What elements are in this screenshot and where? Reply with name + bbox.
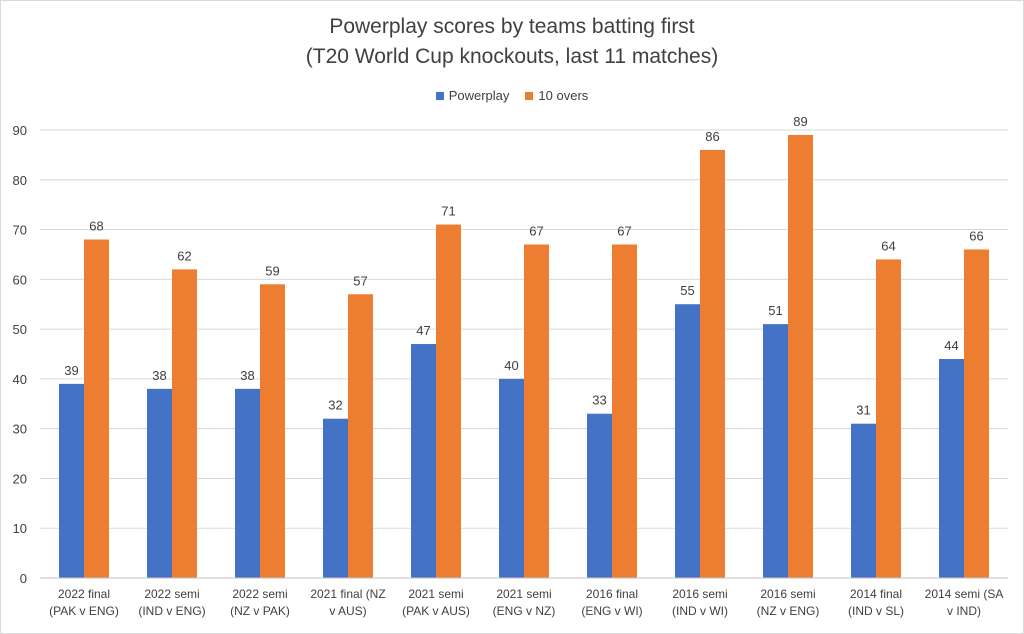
x-tick-label-line: 2022 final: [58, 587, 110, 601]
legend-item-powerplay: Powerplay: [435, 88, 510, 103]
x-tick-label-line: 2014 semi (SA: [925, 587, 1004, 601]
data-label: 67: [617, 223, 631, 238]
legend-item-10-overs: 10 overs: [525, 88, 588, 103]
bar-10-overs: [788, 134, 813, 578]
x-tick-label-line: 2016 semi: [760, 587, 815, 601]
y-tick-label: 60: [13, 272, 27, 287]
data-label: 71: [441, 204, 455, 219]
x-tick-label-line: 2021 semi: [496, 587, 551, 601]
x-tick-label-line: (PAK v AUS): [402, 604, 470, 618]
y-tick-label: 30: [13, 422, 27, 437]
data-label: 59: [265, 263, 279, 278]
bar-10-overs: [700, 149, 725, 578]
legend-swatch-powerplay: [435, 91, 444, 100]
data-label: 55: [680, 283, 694, 298]
data-label: 86: [705, 129, 719, 144]
legend-swatch-10-overs: [525, 91, 534, 100]
x-tick-label-line: (ENG v WI): [581, 604, 642, 618]
data-label: 89: [793, 114, 807, 129]
x-tick-label-line: 2021 final (NZ: [310, 587, 385, 601]
x-tick-label: 2014 final (IND v SL): [848, 587, 904, 618]
x-tick-label-line: 2016 final: [586, 587, 638, 601]
x-tick-label-line: (IND v WI): [672, 604, 728, 618]
bar-powerplay: [763, 324, 788, 578]
x-tick-label-line: (NZ v ENG): [757, 604, 820, 618]
x-tick-label-line: (PAK v ENG): [49, 604, 119, 618]
bar-powerplay: [323, 418, 348, 578]
chart-legend: Powerplay 10 overs: [0, 88, 1024, 103]
data-label: 33: [592, 393, 606, 408]
x-tick-label-line: 2022 semi: [232, 587, 287, 601]
x-tick-label: 2021 final (NZ v AUS): [310, 587, 385, 618]
bar-10-overs: [876, 259, 901, 578]
x-tick-label: 2022 final (PAK v ENG): [49, 587, 119, 618]
x-tick-label: 2016 final (ENG v WI): [581, 587, 642, 618]
bar-powerplay: [675, 304, 700, 578]
bar-powerplay: [411, 344, 436, 578]
legend-label-powerplay: Powerplay: [448, 88, 510, 103]
chart-subtitle: (T20 World Cup knockouts, last 11 matche…: [305, 45, 719, 68]
y-tick-label: 0: [20, 571, 27, 586]
data-label: 47: [416, 323, 430, 338]
x-tick-label-line: 2014 final: [850, 587, 902, 601]
x-tick-label: 2014 semi (SA v IND): [925, 587, 1004, 618]
data-label: 57: [353, 273, 367, 288]
bar-powerplay: [59, 383, 84, 578]
x-tick-label-line: v IND): [947, 604, 981, 618]
data-label: 51: [768, 303, 782, 318]
data-label: 32: [328, 398, 342, 413]
bar-10-overs: [964, 249, 989, 578]
bar-10-overs: [524, 244, 549, 578]
bar-powerplay: [587, 413, 612, 578]
y-tick-label: 20: [13, 471, 27, 486]
x-tick-label-line: (NZ v PAK): [230, 604, 290, 618]
y-tick-label: 80: [13, 173, 27, 188]
data-label: 44: [944, 338, 958, 353]
x-tick-label: 2021 semi (PAK v AUS): [402, 587, 470, 618]
x-tick-label-line: 2016 semi: [672, 587, 727, 601]
bar-10-overs: [348, 294, 373, 578]
chart-title: Powerplay scores by teams batting first: [329, 15, 695, 38]
bar-10-overs: [436, 224, 461, 579]
data-label: 68: [89, 219, 103, 234]
data-label: 64: [881, 238, 895, 253]
data-label: 40: [504, 358, 518, 373]
x-tick-label-line: (IND v ENG): [138, 604, 205, 618]
x-tick-label: 2022 semi (NZ v PAK): [230, 587, 290, 618]
data-label: 38: [152, 368, 166, 383]
bar-10-overs: [84, 239, 109, 578]
data-label: 38: [240, 368, 254, 383]
x-tick-label-line: 2022 semi: [144, 587, 199, 601]
data-label: 67: [529, 223, 543, 238]
bar-powerplay: [235, 388, 260, 578]
bar-10-overs: [260, 284, 285, 578]
data-label: 66: [969, 228, 983, 243]
x-tick-label-line: 2021 semi: [408, 587, 463, 601]
y-tick-label: 40: [13, 372, 27, 387]
y-tick-label: 70: [13, 223, 27, 238]
x-tick-label: 2016 semi (IND v WI): [672, 587, 728, 618]
bar-powerplay: [939, 358, 964, 578]
data-label: 39: [64, 363, 78, 378]
bar-powerplay: [147, 388, 172, 578]
x-tick-label: 2016 semi (NZ v ENG): [757, 587, 820, 618]
bar-10-overs: [612, 244, 637, 578]
x-tick-label-line: (ENG v NZ): [493, 604, 556, 618]
x-tick-label-line: v AUS): [329, 604, 366, 618]
y-tick-label: 90: [13, 123, 27, 138]
y-tick-label: 50: [13, 322, 27, 337]
x-tick-label: 2022 semi (IND v ENG): [138, 587, 205, 618]
bar-10-overs: [172, 269, 197, 578]
x-tick-label-line: (IND v SL): [848, 604, 904, 618]
data-label: 31: [856, 403, 870, 418]
bar-powerplay: [499, 378, 524, 578]
y-tick-label: 10: [13, 521, 27, 536]
x-tick-label: 2021 semi (ENG v NZ): [493, 587, 556, 618]
bar-powerplay: [851, 423, 876, 578]
legend-label-10-overs: 10 overs: [538, 88, 589, 103]
data-label: 62: [177, 248, 191, 263]
